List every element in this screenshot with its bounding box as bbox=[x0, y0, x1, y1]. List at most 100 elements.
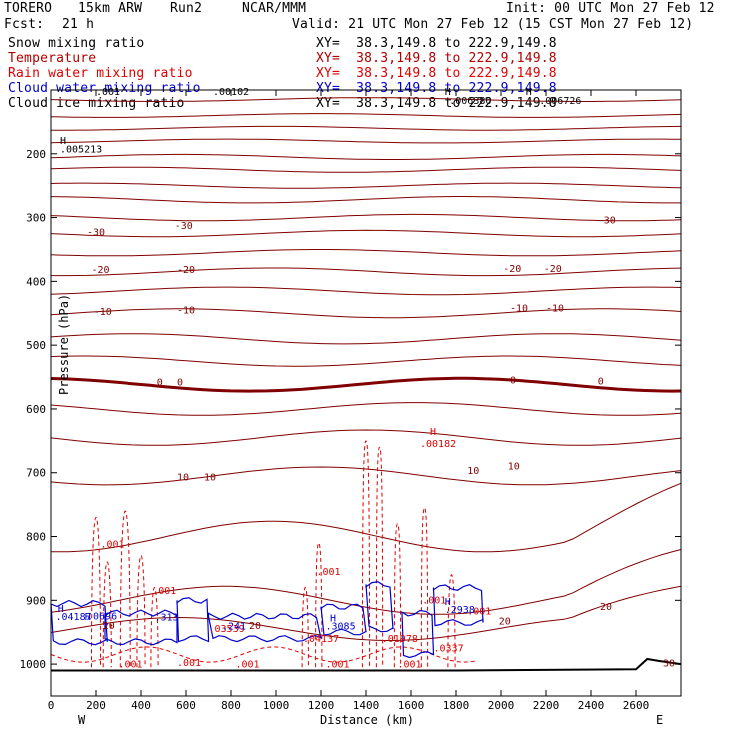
rain-label: .001 bbox=[119, 659, 143, 670]
rain-contour bbox=[393, 523, 402, 668]
isotherm-line bbox=[50, 482, 682, 553]
cloud-water-label: .3085 bbox=[326, 622, 356, 633]
isotherm-label: 10 bbox=[177, 472, 189, 483]
cloud-water-contour bbox=[401, 609, 435, 659]
isotherm-label: -20 bbox=[503, 264, 521, 275]
cloud-water-contour bbox=[320, 603, 367, 636]
x-tick-label: 1000 bbox=[263, 699, 290, 712]
x-tick-label: 2000 bbox=[488, 699, 515, 712]
rain-max-marker: H bbox=[430, 427, 436, 438]
snow-label: .001 bbox=[96, 87, 120, 98]
legend-label-cloud-water: Cloud water mixing ratio bbox=[8, 81, 201, 96]
x-tick-label: 2200 bbox=[533, 699, 560, 712]
snow-label: H bbox=[445, 87, 451, 98]
x-axis-label: Distance (km) bbox=[320, 713, 414, 727]
model-name: TORERO bbox=[4, 1, 53, 16]
cloud-water-contour bbox=[207, 612, 322, 643]
cloud-water-contour bbox=[365, 581, 394, 633]
x-tick-label: 200 bbox=[86, 699, 106, 712]
rain-contour bbox=[315, 542, 323, 668]
snow-label: .005213 bbox=[60, 145, 102, 156]
legend-xy-snow: XY= 38.3,149.8 to 222.9,149.8 bbox=[316, 36, 557, 51]
cloud-water-label: .313 bbox=[155, 613, 179, 624]
cloud-water-contour bbox=[176, 597, 210, 643]
rain-label: .03539 bbox=[209, 624, 245, 635]
legend-label-snow: Snow mixing ratio bbox=[8, 36, 145, 51]
contour-labels: -30 -30 -30 -20 -20 -20 -20 -10 -10 -10 -10 0 0 0 0 10 1… bbox=[56, 87, 676, 670]
organization: NCAR/MMM bbox=[242, 1, 307, 16]
rain-label: .0337 bbox=[434, 643, 464, 654]
isotherm-label: 20 bbox=[600, 602, 612, 613]
rain-contour bbox=[50, 646, 477, 663]
x-tick-label: 1800 bbox=[443, 699, 470, 712]
run-name: Run2 bbox=[170, 1, 203, 16]
rain-max-label: .00182 bbox=[420, 439, 456, 450]
isotherm-line bbox=[50, 402, 682, 416]
isotherm-label: -10 bbox=[510, 303, 528, 314]
rain-contour bbox=[375, 446, 384, 668]
isotherm-line bbox=[50, 249, 682, 257]
rain-contour bbox=[301, 587, 309, 668]
isotherm-line bbox=[51, 125, 682, 131]
isotherm-label: 0 bbox=[157, 377, 163, 388]
isotherm-line bbox=[50, 213, 682, 222]
cloud-water-contour bbox=[104, 609, 178, 646]
snow-label: .006386 bbox=[449, 96, 491, 107]
cloud-water-label: H bbox=[445, 597, 451, 608]
rain-contour bbox=[361, 440, 371, 668]
rain-label: .001 bbox=[398, 659, 422, 670]
x-tick-label: 800 bbox=[221, 699, 241, 712]
isotherm-line bbox=[50, 196, 681, 204]
cloud-water-label: H bbox=[85, 612, 91, 623]
rain-label: .01978 bbox=[382, 634, 418, 645]
rain-label: .04137 bbox=[303, 634, 339, 645]
legend-xy-cloud-water: XY= 38.3,149.8 to 222.9,149.8 bbox=[316, 81, 557, 96]
snow-label: H bbox=[526, 87, 532, 98]
cloud-water-contour bbox=[50, 599, 108, 646]
rain-contour bbox=[136, 555, 146, 668]
y-tick-label: 900 bbox=[26, 594, 46, 607]
rain-label: .001 bbox=[152, 586, 176, 597]
isotherm-label: -20 bbox=[92, 265, 110, 276]
isotherm-line bbox=[50, 166, 682, 173]
isotherm-label: 30 bbox=[663, 659, 675, 670]
model-resolution: 15km ARW bbox=[78, 1, 143, 16]
axes: 0 200 400 600 800 1000 1200 1400 1600 1800 2000 220… bbox=[20, 90, 681, 712]
isotherm-line bbox=[50, 466, 682, 486]
legend-label-cloud-ice: Cloud ice mixing ratio bbox=[8, 96, 185, 111]
y-tick-label: 600 bbox=[26, 403, 46, 416]
x-axis-east-label: E bbox=[656, 713, 663, 727]
x-tick-label: 0 bbox=[48, 699, 55, 712]
valid-time: Valid: 21 UTC Mon 27 Feb 12 (15 CST Mon … bbox=[292, 17, 694, 32]
isotherm-line bbox=[50, 97, 682, 102]
isotherm-label: 20 bbox=[249, 621, 261, 632]
y-tick-label: 400 bbox=[26, 275, 46, 288]
isotherm-label: 10 bbox=[204, 472, 216, 483]
rain-contour bbox=[150, 587, 159, 668]
isotherm-line bbox=[51, 267, 682, 277]
isotherm-line bbox=[50, 229, 682, 238]
x-axis-west-label: W bbox=[78, 713, 86, 727]
isotherm-line bbox=[50, 333, 682, 345]
isotherm-label: -20 bbox=[544, 264, 562, 275]
isotherm-label: -30 bbox=[598, 215, 616, 226]
isotherm-label: -10 bbox=[94, 307, 112, 318]
cloud-water-label: H bbox=[330, 613, 336, 624]
isotherm-line bbox=[50, 429, 682, 446]
legend-xy-rain: XY= 38.3,149.8 to 222.9,149.8 bbox=[316, 66, 557, 81]
forecast-hours: 21 h bbox=[62, 17, 95, 32]
y-tick-label: 300 bbox=[26, 212, 46, 225]
cloud-water-label: H bbox=[58, 604, 64, 615]
isotherm-label: -30 bbox=[175, 221, 193, 232]
isotherm-label: 0 bbox=[177, 377, 183, 388]
isotherm-line bbox=[50, 549, 682, 615]
rain-label: .001 bbox=[177, 658, 201, 669]
x-tick-label: 400 bbox=[131, 699, 151, 712]
rain-contour bbox=[91, 516, 101, 668]
isotherm-line bbox=[50, 585, 682, 641]
x-tick-label: 600 bbox=[176, 699, 196, 712]
isotherm-line bbox=[50, 182, 682, 189]
cloud-water-label: .241 bbox=[222, 622, 246, 633]
y-axis-label: Pressure (hPa) bbox=[57, 294, 71, 395]
rain-label: .001 bbox=[101, 539, 125, 550]
